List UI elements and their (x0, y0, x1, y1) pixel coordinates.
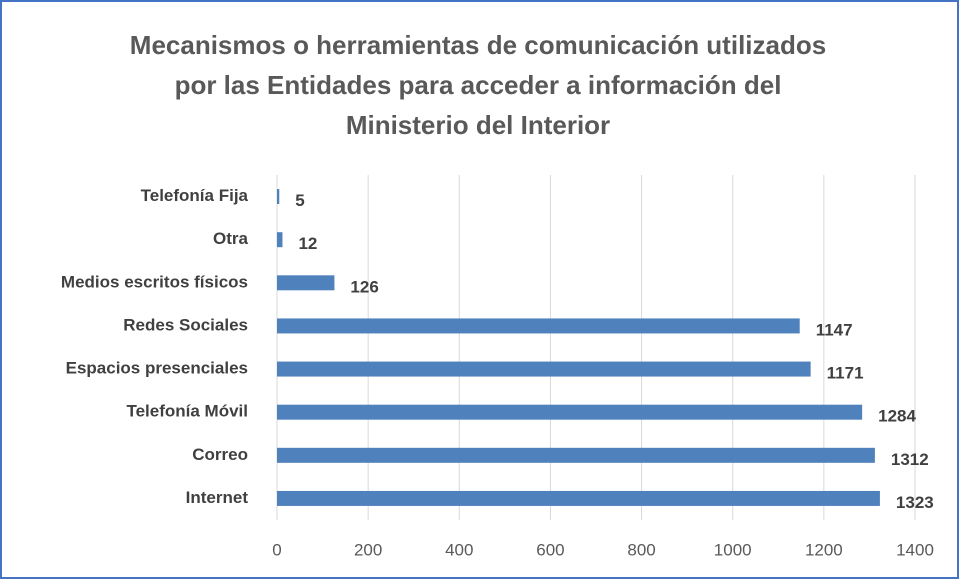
y-tick-label: Correo (192, 445, 248, 464)
data-label: 5 (295, 191, 304, 210)
bar (277, 404, 863, 420)
x-tick-label: 1200 (805, 540, 843, 559)
bar (277, 189, 280, 205)
data-label: 1323 (896, 493, 934, 512)
x-tick-label: 600 (536, 540, 564, 559)
y-tick-label: Otra (213, 229, 249, 248)
bar (277, 232, 283, 248)
data-label: 12 (298, 234, 317, 253)
data-label: 1147 (816, 320, 853, 339)
y-tick-label: Medios escritos físicos (61, 272, 248, 291)
y-tick-label: Internet (186, 488, 249, 507)
bar (277, 490, 880, 506)
y-tick-label: Telefonía Móvil (126, 402, 248, 421)
x-tick-label: 400 (445, 540, 473, 559)
data-label: 1284 (878, 407, 916, 426)
bar (277, 318, 800, 334)
data-label: 1171 (827, 364, 864, 383)
y-tick-label: Espacios presenciales (66, 359, 248, 378)
bar (277, 361, 811, 377)
x-tick-label: 1400 (896, 540, 934, 559)
y-tick-label: Redes Sociales (123, 315, 248, 334)
data-label: 1312 (891, 450, 929, 469)
chart-title: Mecanismos o herramientas de comunicació… (130, 30, 826, 60)
bar (277, 447, 875, 463)
y-tick-label: Telefonía Fija (141, 186, 249, 205)
chart-title: por las Entidades para acceder a informa… (175, 70, 782, 100)
x-tick-label: 0 (272, 540, 281, 559)
chart-title: Ministerio del Interior (346, 110, 610, 140)
data-label: 126 (350, 277, 378, 296)
x-tick-label: 1000 (714, 540, 752, 559)
x-tick-label: 800 (627, 540, 655, 559)
x-tick-label: 200 (354, 540, 382, 559)
bar (277, 275, 335, 291)
